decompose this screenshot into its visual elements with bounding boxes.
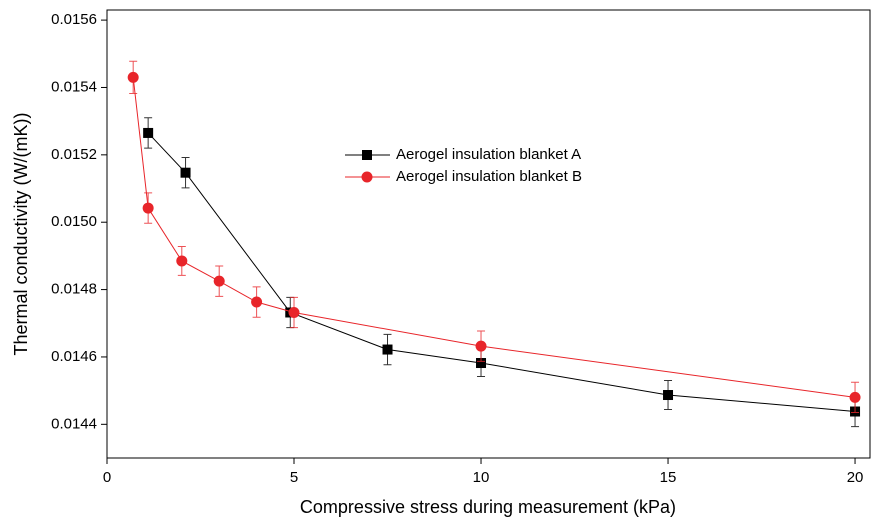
data-point bbox=[849, 391, 861, 403]
y-tick-label: 0.0150 bbox=[51, 213, 97, 230]
data-point bbox=[475, 340, 487, 352]
x-tick-label: 0 bbox=[103, 469, 111, 486]
x-axis-title: Compressive stress during measurement (k… bbox=[300, 497, 676, 517]
legend-label: Aerogel insulation blanket B bbox=[396, 168, 582, 185]
data-point bbox=[142, 202, 154, 214]
y-axis-title: Thermal conductivity (W/(mK)) bbox=[11, 112, 31, 355]
legend-marker bbox=[361, 171, 373, 183]
y-tick-label: 0.0152 bbox=[51, 146, 97, 163]
data-point bbox=[382, 344, 393, 355]
y-tick-label: 0.0148 bbox=[51, 281, 97, 298]
x-tick-label: 10 bbox=[473, 469, 490, 486]
data-point bbox=[127, 71, 139, 83]
legend-marker bbox=[362, 150, 372, 160]
series-line bbox=[132, 77, 856, 398]
y-tick-label: 0.0154 bbox=[51, 78, 97, 95]
data-point bbox=[213, 275, 225, 287]
data-point bbox=[180, 167, 191, 178]
data-point bbox=[143, 127, 154, 138]
y-tick-label: 0.0144 bbox=[51, 415, 97, 432]
data-point bbox=[288, 306, 300, 318]
data-point bbox=[176, 255, 188, 267]
x-tick-label: 15 bbox=[660, 469, 677, 486]
y-tick-label: 0.0146 bbox=[51, 348, 97, 365]
plot-frame bbox=[106, 9, 871, 459]
legend-label: Aerogel insulation blanket A bbox=[396, 146, 581, 163]
x-tick-label: 5 bbox=[290, 469, 298, 486]
data-point bbox=[476, 358, 487, 369]
data-point bbox=[663, 390, 674, 401]
data-point bbox=[251, 296, 263, 308]
x-tick-label: 20 bbox=[847, 469, 864, 486]
y-tick-label: 0.0156 bbox=[51, 11, 97, 28]
